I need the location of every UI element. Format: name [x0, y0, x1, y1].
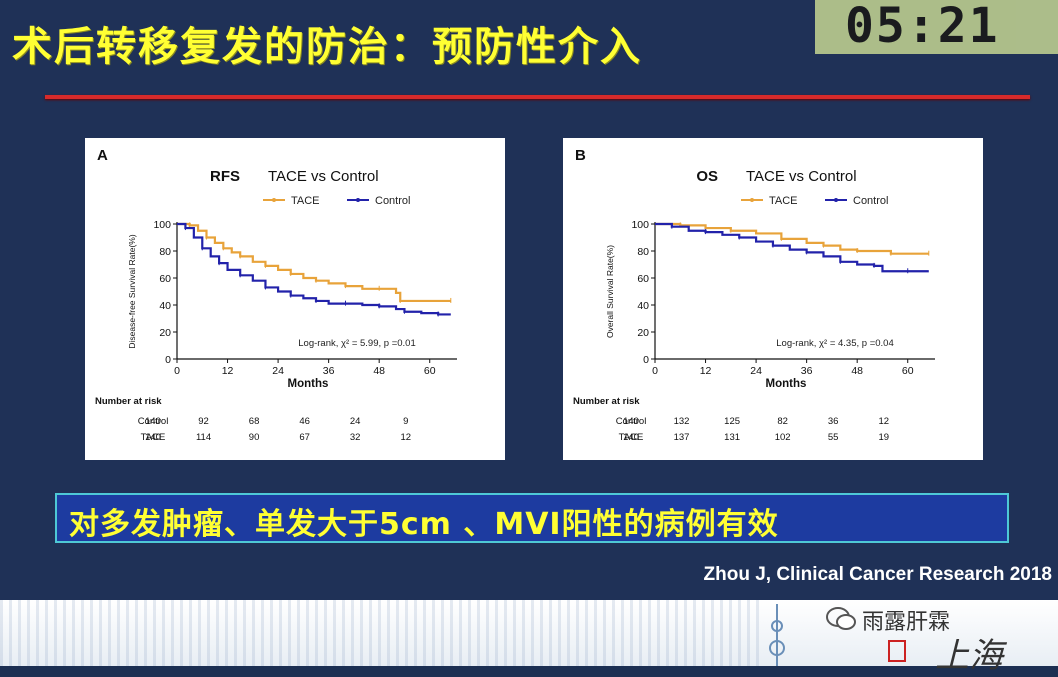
- x-tick-label: 60: [902, 365, 914, 377]
- y-tick-label: 60: [637, 273, 649, 285]
- risk-cell: 12: [878, 416, 889, 427]
- risk-row-label: Control: [138, 416, 169, 427]
- x-tick-label: 48: [851, 365, 863, 377]
- legend-marker-control: [834, 198, 838, 202]
- risk-cell: 24: [350, 416, 361, 427]
- conclusion-text: 对多发肿瘤、单发大于5cm 、MVI阳性的病例有效: [69, 507, 779, 542]
- survival-chart-os: B OS TACE vs Control TACE Control 0 20 40 60 80 10…: [573, 147, 935, 443]
- x-tick-label: 12: [222, 365, 234, 377]
- risk-cell: 90: [249, 432, 260, 443]
- signature-text: 上海: [935, 636, 1003, 676]
- risk-cell: 19: [878, 432, 889, 443]
- x-tick-label: 0: [652, 365, 658, 377]
- y-tick-label: 100: [153, 219, 171, 231]
- timer-text: 05:21: [845, 0, 1000, 54]
- risk-cell: 46: [299, 416, 310, 427]
- x-tick-label: 24: [272, 365, 284, 377]
- y-tick-label: 0: [165, 354, 171, 366]
- slide-title: 术后转移复发的防治：预防性介入: [12, 24, 642, 70]
- panel-label: A: [97, 147, 108, 164]
- y-axis-title: Disease-free Survival Rate(%): [127, 234, 137, 348]
- risk-cell: 137: [674, 432, 690, 443]
- risk-cell: 9: [403, 416, 408, 427]
- series-line-tace: [177, 222, 451, 303]
- footer-strip: [0, 600, 1058, 666]
- legend-marker-tace: [272, 198, 276, 202]
- risk-cell: 114: [196, 432, 211, 443]
- chart-title-right: TACE vs Control: [746, 168, 857, 185]
- risk-cell: 102: [775, 432, 791, 443]
- chart-panel-b: B OS TACE vs Control TACE Control 0 20 40 60 80 10…: [563, 138, 983, 460]
- series-line-tace: [655, 222, 929, 255]
- risk-cell: 125: [724, 416, 740, 427]
- risk-cell: 12: [400, 432, 411, 443]
- risk-row-label: TACE: [141, 432, 166, 443]
- risk-cell: 140: [623, 416, 639, 427]
- risk-cell: 82: [777, 416, 788, 427]
- x-tick-label: 24: [750, 365, 762, 377]
- legend-label-control: Control: [853, 195, 888, 207]
- wechat-icon: [826, 607, 856, 630]
- risk-row-label: TACE: [619, 432, 644, 443]
- legend-label-tace: TACE: [291, 195, 320, 207]
- risk-cell: 140: [145, 416, 161, 427]
- legend-marker-tace: [750, 198, 754, 202]
- risk-cell: 140: [145, 432, 161, 443]
- y-tick-label: 40: [637, 300, 649, 312]
- legend-label-tace: TACE: [769, 195, 798, 207]
- risk-cell: 140: [623, 432, 639, 443]
- x-tick-label: 12: [700, 365, 712, 377]
- x-tick-label: 36: [323, 365, 335, 377]
- citation: Zhou J, Clinical Cancer Research 2018: [703, 564, 1053, 585]
- risk-table-header: Number at risk: [573, 396, 640, 407]
- seal-stamp: [888, 640, 906, 662]
- panel-label: B: [575, 147, 586, 164]
- watermark-text: 雨露肝霖: [862, 610, 951, 635]
- legend-label-control: Control: [375, 195, 410, 207]
- y-tick-label: 0: [643, 354, 649, 366]
- risk-cell: 68: [249, 416, 260, 427]
- risk-cell: 132: [674, 416, 690, 427]
- slide: 术后转移复发的防治：预防性介入 05:21 A RFS TACE vs Contro…: [12, 0, 1058, 585]
- stat-annotation: Log-rank, χ² = 4.35, p =0.04: [776, 338, 893, 349]
- risk-cell: 131: [724, 432, 740, 443]
- series-line-control: [655, 222, 929, 273]
- y-tick-label: 60: [159, 273, 171, 285]
- stat-annotation: Log-rank, χ² = 5.99, p =0.01: [298, 338, 415, 349]
- x-tick-label: 60: [424, 365, 436, 377]
- legend-marker-control: [356, 198, 360, 202]
- risk-row-label: Control: [616, 416, 647, 427]
- y-tick-label: 20: [637, 327, 649, 339]
- title-underline: [45, 95, 1030, 99]
- x-axis-title: Months: [766, 378, 807, 390]
- y-axis-title: Overall Survival Rate(%): [605, 245, 615, 338]
- risk-cell: 92: [198, 416, 209, 427]
- chart-title-left: OS: [696, 168, 718, 185]
- survival-chart-rfs: A RFS TACE vs Control TACE Control 0 20 40 60 80 1…: [95, 147, 457, 443]
- y-tick-label: 80: [637, 246, 649, 258]
- risk-table-header: Number at risk: [95, 396, 162, 407]
- timer-overlay: 05:21: [815, 0, 1058, 54]
- y-tick-label: 20: [159, 327, 171, 339]
- y-tick-label: 40: [159, 300, 171, 312]
- x-tick-label: 36: [801, 365, 813, 377]
- x-axis-title: Months: [288, 378, 329, 390]
- footer-pattern: [0, 600, 760, 666]
- risk-cell: 32: [350, 432, 361, 443]
- x-tick-label: 48: [373, 365, 385, 377]
- risk-cell: 67: [299, 432, 310, 443]
- conclusion-banner: 对多发肿瘤、单发大于5cm 、MVI阳性的病例有效: [55, 493, 1009, 543]
- x-tick-label: 0: [174, 365, 180, 377]
- risk-cell: 55: [828, 432, 839, 443]
- y-tick-label: 80: [159, 246, 171, 258]
- chart-panel-a: A RFS TACE vs Control TACE Control 0 20 40 60 80 1…: [85, 138, 505, 460]
- series-line-control: [177, 222, 451, 316]
- risk-cell: 36: [828, 416, 839, 427]
- chart-title-left: RFS: [210, 168, 240, 185]
- y-tick-label: 100: [631, 219, 649, 231]
- tower-icon: [769, 604, 785, 666]
- chart-title-right: TACE vs Control: [268, 168, 379, 185]
